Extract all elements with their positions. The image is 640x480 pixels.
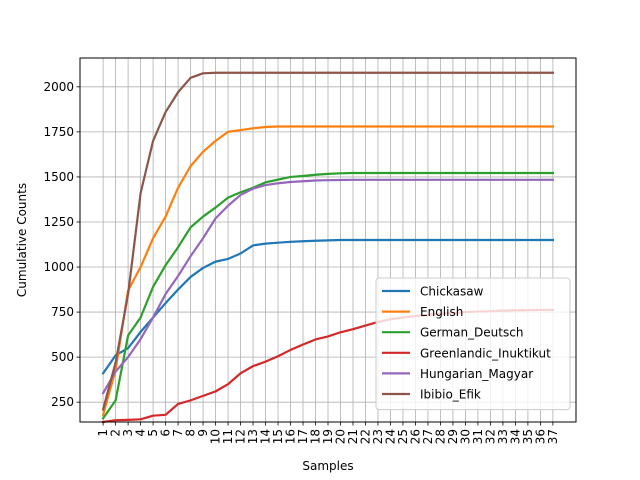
x-tick-label: 25: [396, 429, 410, 444]
y-tick-label: 1750: [43, 125, 74, 139]
x-tick-label: 17: [296, 429, 310, 444]
legend-label: Greenlandic_Inuktikut: [420, 346, 551, 360]
x-tick-label: 27: [421, 429, 435, 444]
x-tick-label: 5: [146, 429, 160, 437]
x-tick-label: 10: [209, 429, 223, 444]
y-axis-title: Cumulative Counts: [15, 183, 29, 297]
x-tick-label: 9: [196, 429, 210, 437]
x-tick-label: 26: [408, 429, 422, 444]
series-line-english: [101, 125, 554, 417]
x-tick-label: 13: [246, 429, 260, 444]
y-tick-label: 1500: [43, 170, 74, 184]
x-tick-label: 29: [446, 429, 460, 444]
legend-label: English: [420, 305, 463, 319]
x-tick-label: 32: [483, 429, 497, 444]
x-tick-label: 6: [159, 429, 173, 437]
x-tick-label: 15: [271, 429, 285, 444]
x-tick-label: 36: [533, 429, 547, 444]
x-tick-label: 22: [358, 429, 372, 444]
x-tick-label: 31: [471, 429, 485, 444]
x-tick-label: 16: [284, 429, 298, 444]
x-axis: 1234567891011121314151617181920212223242…: [96, 422, 560, 444]
x-tick-label: 8: [184, 429, 198, 437]
x-tick-label: 11: [221, 429, 235, 444]
y-tick-label: 750: [51, 305, 74, 319]
legend-label: Chickasaw: [420, 285, 484, 299]
x-tick-label: 23: [371, 429, 385, 444]
x-tick-label: 2: [109, 429, 123, 437]
x-tick-label: 30: [458, 429, 472, 444]
x-tick-label: 20: [333, 429, 347, 444]
x-tick-label: 19: [321, 429, 335, 444]
series-line-german-deutsch: [101, 171, 554, 420]
x-tick-label: 28: [433, 429, 447, 444]
x-tick-label: 18: [309, 429, 323, 444]
x-tick-label: 3: [121, 429, 135, 437]
legend-label: Ibibio_Efik: [420, 388, 481, 402]
x-tick-label: 21: [346, 429, 360, 444]
legend-label: German_Deutsch: [420, 326, 523, 340]
y-tick-label: 250: [51, 395, 74, 409]
series-line-hungarian-magyar: [101, 178, 554, 395]
y-tick-label: 2000: [43, 80, 74, 94]
y-tick-label: 1000: [43, 260, 74, 274]
y-tick-label: 500: [51, 350, 74, 364]
x-tick-label: 4: [134, 429, 148, 437]
x-tick-label: 35: [521, 429, 535, 444]
x-tick-label: 7: [171, 429, 185, 437]
x-tick-label: 14: [259, 429, 273, 444]
series-line-ibibio-efik: [101, 71, 554, 411]
x-tick-label: 37: [546, 429, 560, 444]
x-tick-label: 24: [383, 429, 397, 444]
x-tick-label: 33: [496, 429, 510, 444]
legend-label: Hungarian_Magyar: [420, 367, 533, 381]
x-tick-label: 1: [96, 429, 110, 437]
x-axis-title: Samples: [302, 459, 353, 473]
y-tick-label: 1250: [43, 215, 74, 229]
x-tick-label: 12: [234, 429, 248, 444]
legend: Chickasaw English German_Deutsch Greenlandi…: [375, 277, 571, 411]
series-line-chickasaw: [101, 238, 554, 375]
y-axis: 250 500 750 1000 1250 1500 1750 2000: [43, 80, 80, 409]
legend-box: [375, 277, 571, 411]
x-tick-label: 34: [508, 429, 522, 444]
